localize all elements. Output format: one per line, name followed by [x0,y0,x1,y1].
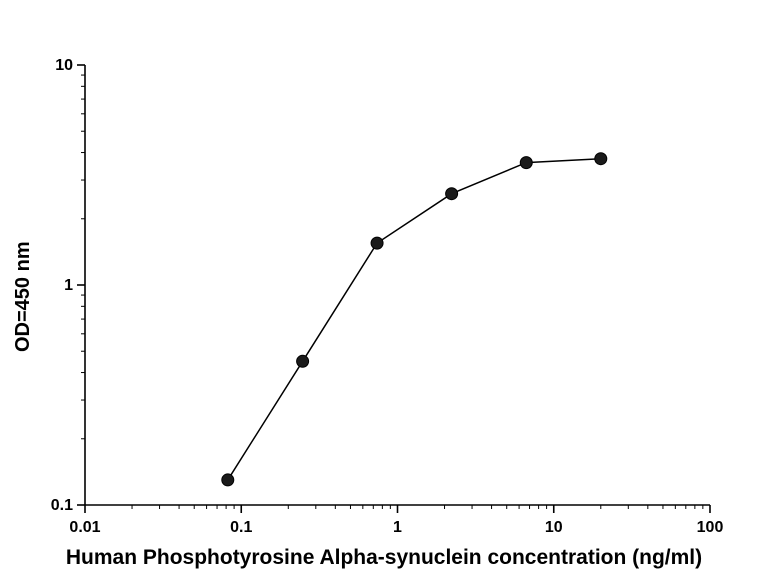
y-tick-label: 10 [55,57,73,74]
x-tick-label: 0.1 [230,519,252,536]
y-tick-label: 0.1 [51,497,73,514]
y-tick-label: 1 [64,277,73,294]
data-point [594,152,608,166]
x-tick-label: 100 [697,519,724,536]
data-point [519,156,533,170]
x-tick-label: 1 [393,519,402,536]
data-point [445,187,459,201]
data-point [296,354,310,368]
x-axis-label: Human Phosphotyrosine Alpha-synuclein co… [65,546,703,569]
y-axis-label: OD=450 nm [12,241,34,352]
standard-curve-line [227,157,601,481]
x-tick-label: 0.01 [69,519,100,536]
data-point [221,473,235,487]
x-tick-label: 10 [545,519,563,536]
data-point [370,236,384,250]
